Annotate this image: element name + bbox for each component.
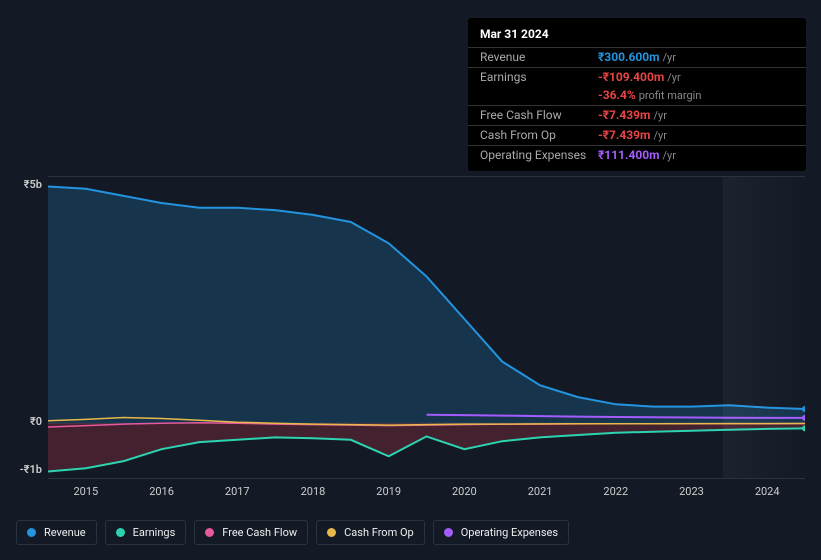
- tooltip-row-label: Operating Expenses: [480, 147, 598, 164]
- tooltip-row-suffix: /yr: [663, 148, 676, 163]
- fcf-swatch: [205, 528, 214, 537]
- y-tick-label: -₹1b: [8, 463, 42, 476]
- tooltip-row-suffix: /yr: [663, 50, 676, 65]
- tooltip-row-value: ₹111.400m: [598, 147, 660, 164]
- tooltip-row-label: Earnings: [480, 69, 598, 86]
- chart-svg: [48, 177, 805, 480]
- tooltip-row: Operating Expenses₹111.400m/yr: [468, 145, 806, 165]
- revenue-area: [48, 187, 805, 424]
- y-tick-label: ₹5b: [8, 178, 42, 191]
- x-tick-label: 2020: [427, 485, 503, 498]
- opex-swatch: [444, 528, 453, 537]
- legend-item-fcf[interactable]: Free Cash Flow: [194, 520, 308, 545]
- legend-item-revenue[interactable]: Revenue: [16, 520, 97, 545]
- cashop-swatch: [327, 528, 336, 537]
- legend-label: Earnings: [133, 526, 176, 539]
- tooltip-row: -36.4%profit margin: [468, 86, 806, 105]
- tooltip-row: Cash From Op-₹7.439m/yr: [468, 125, 806, 145]
- tooltip-row-suffix: /yr: [667, 70, 680, 85]
- x-tick-label: 2023: [654, 485, 730, 498]
- legend-item-cashop[interactable]: Cash From Op: [316, 520, 425, 545]
- x-tick-label: 2015: [48, 485, 124, 498]
- tooltip-row-label: Cash From Op: [480, 127, 598, 144]
- tooltip-row-suffix: /yr: [653, 128, 666, 143]
- legend-label: Free Cash Flow: [222, 526, 297, 539]
- earnings-swatch: [116, 528, 125, 537]
- legend-item-opex[interactable]: Operating Expenses: [433, 520, 569, 545]
- x-tick-label: 2016: [124, 485, 200, 498]
- x-tick-label: 2018: [275, 485, 351, 498]
- tooltip-row: Free Cash Flow-₹7.439m/yr: [468, 105, 806, 125]
- tooltip-row-value: -36.4%: [598, 87, 636, 104]
- x-tick-label: 2019: [351, 485, 427, 498]
- revenue-swatch: [27, 528, 36, 537]
- tooltip-row-label: [480, 87, 598, 104]
- x-axis: 2015201620172018201920202021202220232024: [48, 485, 805, 498]
- tooltip-row-value: ₹300.600m: [598, 49, 660, 66]
- data-tooltip: Mar 31 2024 Revenue₹300.600m/yrEarnings-…: [468, 18, 806, 171]
- tooltip-row-suffix: profit margin: [639, 88, 702, 103]
- x-tick-label: 2017: [199, 485, 275, 498]
- x-tick-label: 2022: [578, 485, 654, 498]
- legend: Revenue Earnings Free Cash Flow Cash From O…: [16, 520, 569, 545]
- legend-label: Revenue: [44, 526, 86, 539]
- y-tick-label: ₹0: [8, 415, 42, 428]
- tooltip-row-value: -₹109.400m: [598, 69, 664, 86]
- tooltip-row-label: Free Cash Flow: [480, 107, 598, 124]
- tooltip-row-value: -₹7.439m: [598, 107, 650, 124]
- legend-item-earnings[interactable]: Earnings: [105, 520, 187, 545]
- legend-label: Cash From Op: [344, 526, 414, 539]
- tooltip-row: Earnings-₹109.400m/yr: [468, 67, 806, 87]
- tooltip-date: Mar 31 2024: [468, 24, 806, 47]
- x-tick-label: 2024: [729, 485, 805, 498]
- legend-label: Operating Expenses: [461, 526, 558, 539]
- tooltip-row: Revenue₹300.600m/yr: [468, 47, 806, 67]
- tooltip-row-value: -₹7.439m: [598, 127, 650, 144]
- chart-plot-area[interactable]: [48, 176, 805, 479]
- x-tick-label: 2021: [502, 485, 578, 498]
- tooltip-row-suffix: /yr: [653, 108, 666, 123]
- tooltip-row-label: Revenue: [480, 49, 598, 66]
